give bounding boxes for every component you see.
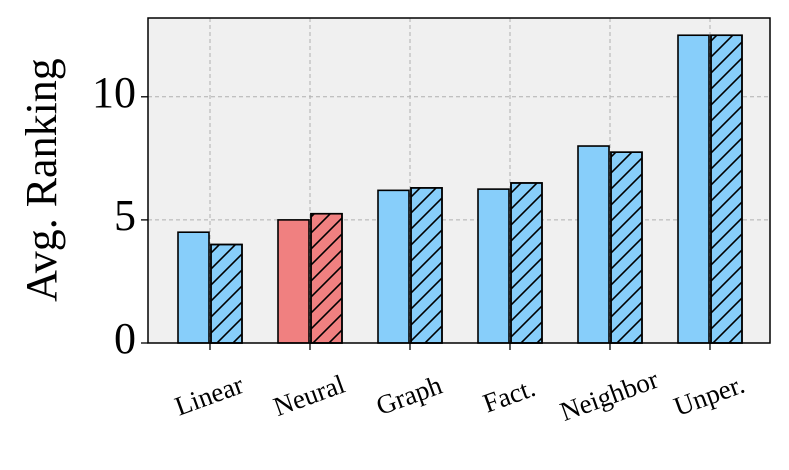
- x-tick-label: Neighbor: [556, 364, 662, 427]
- bar-hatch: [710, 34, 743, 344]
- x-tick-label: Unper.: [670, 369, 749, 422]
- x-tick-label: Fact.: [479, 372, 539, 418]
- plot-background: [148, 18, 770, 343]
- y-axis-label: Avg. Ranking: [17, 58, 66, 302]
- bar-hatch: [310, 212, 343, 344]
- y-tick-label: 0: [114, 314, 136, 363]
- bar-hatch: [610, 151, 643, 344]
- bar: [577, 145, 610, 344]
- x-tick-label: Linear: [171, 369, 247, 421]
- bar: [377, 189, 410, 344]
- y-tick-label: 5: [114, 191, 136, 240]
- bar: [177, 231, 210, 344]
- bar: [277, 219, 310, 344]
- x-tick-label: Neural: [269, 369, 348, 422]
- bar: [477, 188, 510, 344]
- bar: [677, 34, 710, 344]
- bar-hatch: [510, 182, 543, 344]
- x-tick-label: Graph: [372, 370, 446, 421]
- plot-frame: [147, 17, 771, 344]
- y-tick-label: 10: [92, 68, 136, 117]
- bar-hatch: [410, 187, 443, 344]
- bar-hatch: [210, 243, 243, 344]
